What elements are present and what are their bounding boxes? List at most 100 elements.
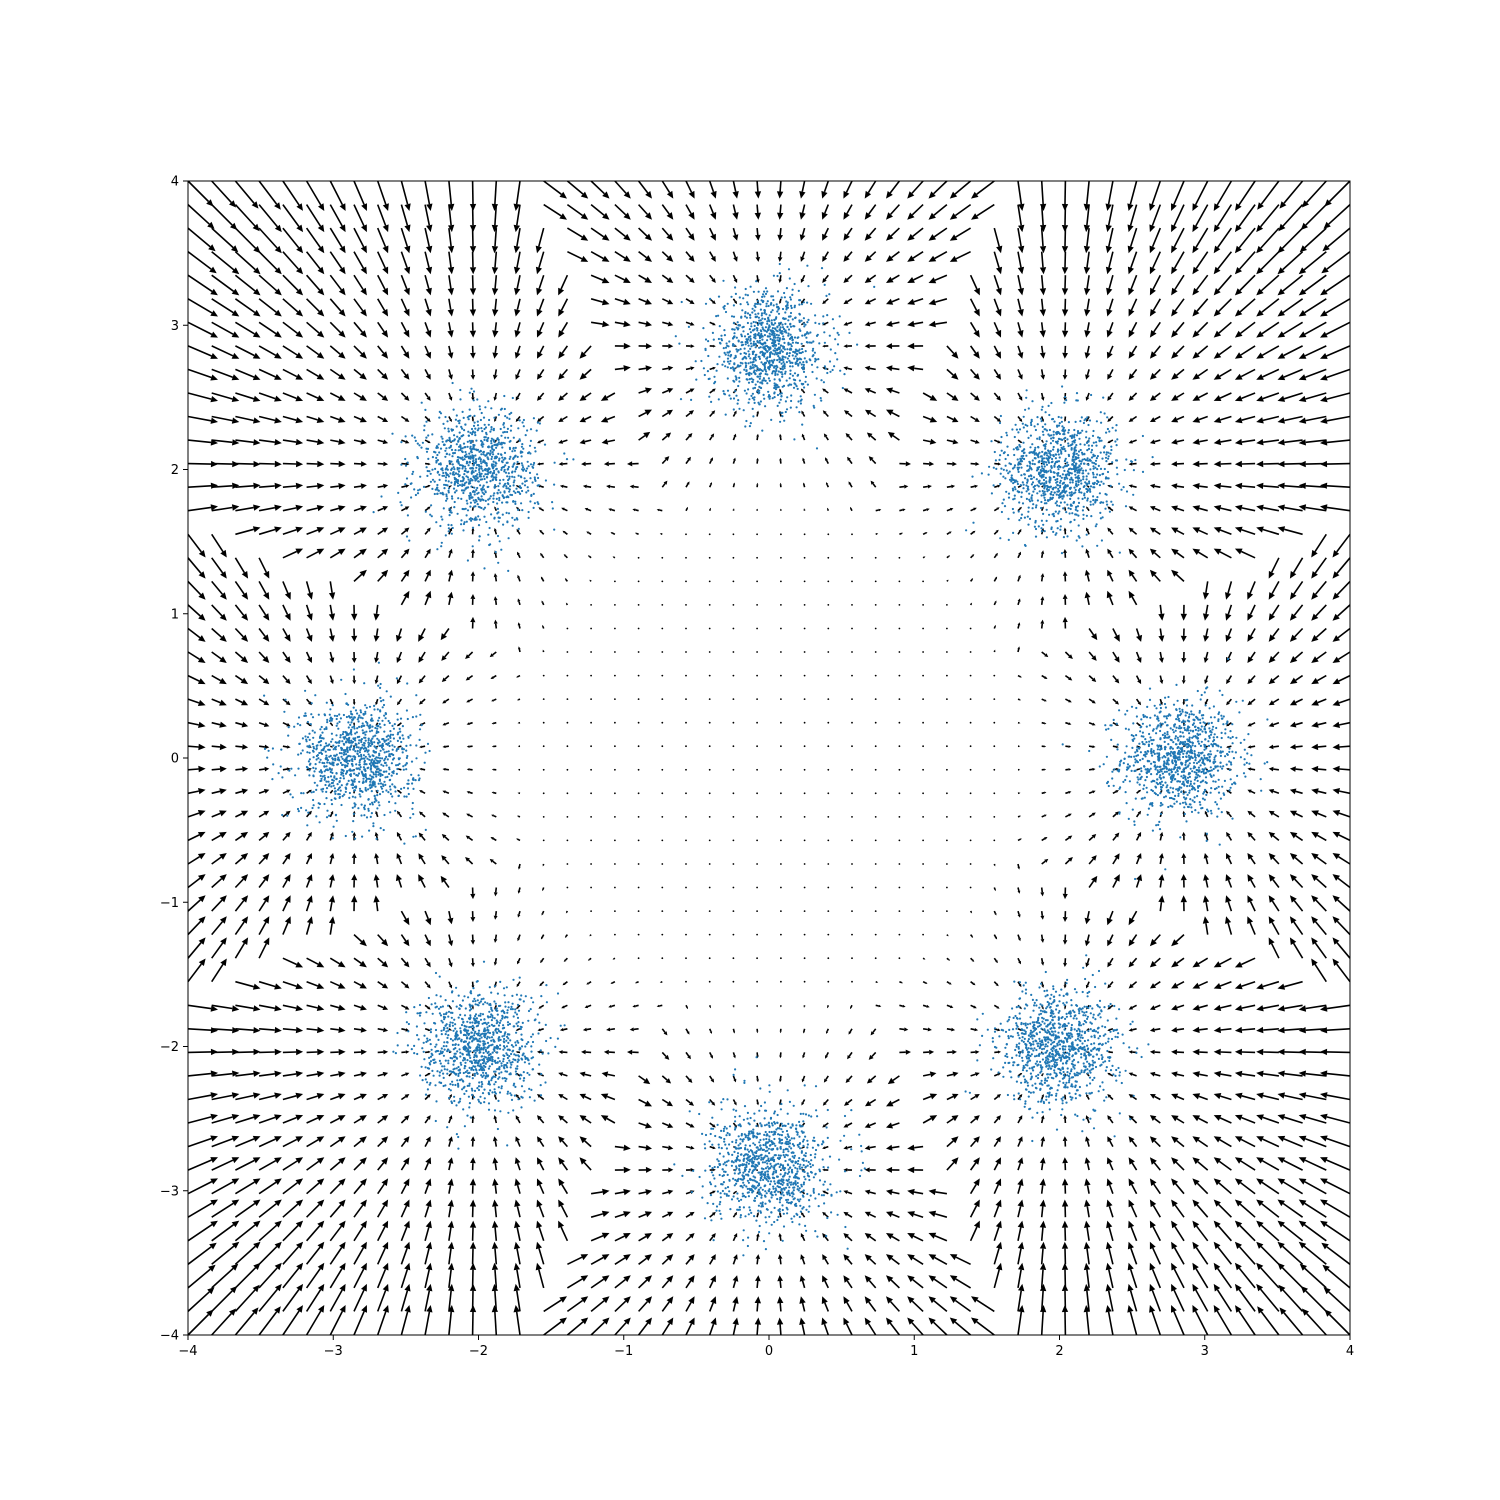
scatter-point (1134, 758, 1137, 761)
scatter-point (1163, 736, 1166, 740)
scatter-point (1058, 422, 1061, 425)
scatter-point (1104, 724, 1107, 727)
scatter-point (1124, 727, 1127, 730)
scatter-point (1166, 754, 1169, 757)
quiver-arrow-30-21 (898, 839, 901, 842)
quiver-arrow-3-26 (258, 721, 270, 727)
quiver-arrow-19-32 (637, 580, 640, 583)
quiver-arrow-8-34 (377, 527, 389, 535)
scatter-point (1043, 530, 1046, 533)
scatter-point (1096, 496, 1099, 499)
scatter-point (1182, 783, 1186, 786)
scatter-point (1180, 790, 1183, 793)
quiver-arrow-30-20 (898, 863, 901, 865)
quiver-arrow-26-15 (803, 980, 806, 983)
quiver-arrow-15-23 (542, 792, 545, 795)
quiver-arrow-9-19 (395, 874, 403, 888)
scatter-point (792, 325, 795, 328)
quiver-arrow-19-29 (637, 651, 640, 653)
scatter-point (823, 331, 826, 334)
quiver-arrow-6-43 (329, 321, 346, 338)
scatter-point (1059, 528, 1062, 531)
scatter-point (1095, 457, 1098, 460)
scatter-point (1232, 757, 1235, 760)
scatter-point (1190, 749, 1193, 752)
scatter-point (1062, 445, 1065, 448)
quiver-arrow-2-32 (234, 580, 249, 600)
scatter-point (1194, 725, 1197, 728)
scatter-point (1053, 420, 1056, 423)
quiver-arrow-25-27 (780, 698, 782, 700)
scatter-point (1159, 703, 1162, 706)
scatter-point (1158, 770, 1161, 774)
scatter-point (1116, 748, 1119, 751)
quiver-arrow-16-26 (566, 721, 569, 724)
plot-area (187, 180, 1351, 1336)
scatter-point (1159, 738, 1162, 741)
scatter-point (1164, 748, 1167, 751)
scatter-point (1187, 779, 1190, 783)
scatter-point (1217, 778, 1220, 781)
scatter-point (1192, 722, 1195, 725)
scatter-point (1200, 725, 1203, 728)
scatter-point (1040, 500, 1043, 504)
scatter-point (1077, 514, 1080, 517)
scatter-point (1156, 794, 1159, 797)
scatter-point (1146, 813, 1149, 816)
scatter-point (1042, 462, 1045, 465)
scatter-point (1079, 448, 1082, 452)
scatter-point (1161, 772, 1164, 775)
quiver-arrow-2-38 (235, 439, 261, 446)
quiver-arrow-16-19 (566, 886, 569, 889)
scatter-point (1217, 807, 1220, 810)
scatter-point (1188, 762, 1191, 765)
quiver-arrow-1-25 (211, 743, 227, 751)
scatter-point (1199, 759, 1202, 762)
scatter-point (1050, 437, 1053, 440)
scatter-point (1176, 780, 1179, 783)
scatter-point (1220, 714, 1223, 717)
scatter-point (1020, 474, 1023, 477)
scatter-point (987, 473, 990, 476)
quiver-arrow-1-40 (211, 392, 240, 402)
scatter-point (730, 295, 733, 298)
quiver-arrow-33-25 (969, 745, 972, 748)
scatter-point (1062, 507, 1065, 510)
scatter-point (776, 290, 780, 293)
scatter-point (785, 305, 788, 308)
quiver-arrow-1-6 (211, 1178, 240, 1195)
quiver-arrow-25-15 (780, 980, 782, 983)
scatter-point (1111, 426, 1114, 429)
quiver-arrow-2-36 (235, 482, 261, 489)
scatter-point (1063, 401, 1066, 404)
scatter-point (1021, 481, 1024, 484)
quiver-arrow-17-30 (590, 627, 592, 630)
scatter-point (1076, 430, 1080, 433)
quiver-arrow-2-14 (235, 1004, 261, 1012)
scatter-point (1043, 496, 1046, 499)
quiver-arrow-9-38 (401, 439, 410, 444)
scatter-point (1059, 484, 1062, 487)
quiver-arrow-6-34 (329, 527, 346, 536)
scatter-point (1013, 464, 1017, 467)
scatter-point (1036, 499, 1039, 502)
scatter-point (1109, 484, 1112, 487)
quiver-arrow-5-42 (306, 345, 325, 359)
scatter-point (1077, 489, 1081, 492)
scatter-point (1186, 805, 1190, 809)
quiver-arrow-5-15 (306, 980, 325, 989)
quiver-arrow-1-28 (211, 674, 227, 685)
scatter-point (1171, 762, 1174, 765)
quiver-arrow-22-32 (708, 580, 711, 583)
quiver-arrow-34-26 (993, 721, 996, 724)
quiver-arrow-32-23 (946, 792, 948, 795)
scatter-point (1023, 473, 1026, 476)
quiver-arrow-4-37 (282, 460, 304, 468)
scatter-point (1178, 780, 1182, 783)
quiver-arrow-26-30 (803, 627, 806, 630)
scatter-point (1187, 750, 1190, 753)
scatter-point (1123, 757, 1126, 761)
quiver-arrow-7-14 (353, 1004, 367, 1011)
scatter-point (1197, 751, 1200, 754)
scatter-point (789, 311, 793, 315)
